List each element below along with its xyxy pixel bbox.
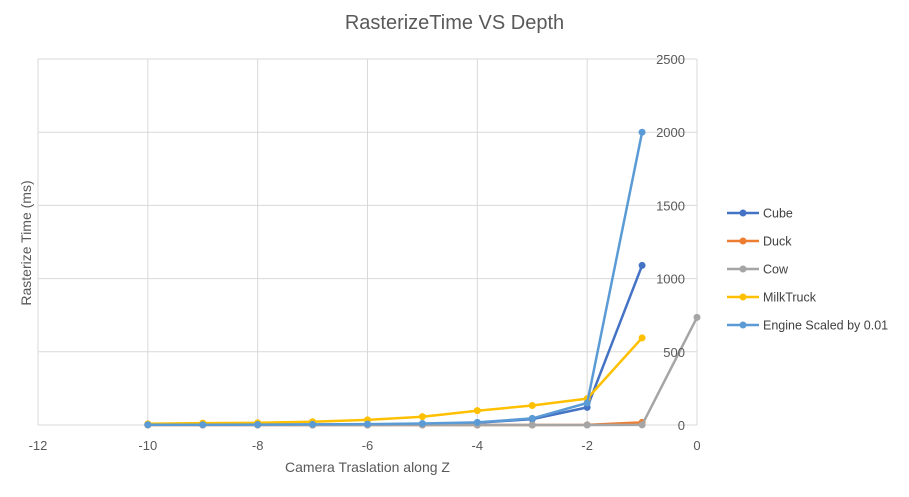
series-line (146, 130, 644, 426)
data-point (528, 402, 536, 410)
data-point (144, 421, 152, 429)
data-point (418, 420, 426, 428)
x-tick-label: -12 (29, 438, 48, 453)
y-tick-label: 1000 (656, 272, 685, 287)
x-tick-label: 0 (693, 438, 700, 453)
series-line (146, 336, 644, 426)
data-point (309, 420, 317, 428)
data-point (364, 420, 371, 428)
legend-item: MilkTruck (727, 291, 817, 305)
legend-label: MilkTruck (763, 291, 817, 305)
series-3 (144, 334, 646, 428)
x-tick-label: -6 (362, 438, 374, 453)
data-point (638, 334, 646, 342)
data-point (199, 421, 207, 429)
y-axis-title: Rasterize Time (ms) (18, 180, 34, 305)
series-4 (144, 128, 646, 429)
legend-label: Cow (763, 263, 789, 277)
y-tick-label: 1500 (656, 198, 685, 213)
axis-layer: -12 -10 -8 -6 -4 -2 00 500 1000 1500 2000 2500 (29, 52, 701, 453)
y-tick-label: 500 (663, 345, 685, 360)
series-0 (144, 261, 646, 429)
legend-item: Cow (727, 263, 789, 277)
legend: Cube Duck Cow MilkTruck Engine Scaled by 0.0… (727, 207, 888, 333)
x-tick-label: -10 (138, 438, 157, 453)
legend-swatch-marker (739, 209, 747, 217)
legend-swatch-marker (739, 293, 747, 301)
y-tick-label: 2500 (656, 52, 685, 67)
y-tick-label: 2000 (656, 125, 685, 140)
y-tick-label: 0 (678, 418, 685, 433)
grid-layer (37, 58, 698, 426)
data-point (638, 421, 646, 429)
legend-label: Engine Scaled by 0.01 (763, 319, 888, 333)
x-tick-label: -2 (581, 438, 593, 453)
data-point (693, 313, 701, 321)
chart-title: RasterizeTime VS Depth (344, 12, 565, 34)
data-point (418, 413, 426, 421)
data-point (473, 407, 481, 415)
data-point (638, 261, 646, 269)
legend-swatch-marker (739, 321, 747, 329)
legend-item: Engine Scaled by 0.01 (727, 319, 888, 333)
data-point (583, 421, 591, 429)
legend-swatch-marker (739, 237, 747, 245)
x-tick-label: -8 (252, 438, 264, 453)
x-axis-title: Camera Traslation along Z (285, 459, 450, 475)
legend-item: Cube (727, 207, 793, 221)
data-point (528, 421, 536, 429)
x-tick-label: -4 (472, 438, 484, 453)
legend-swatch-marker (739, 265, 747, 273)
data-point (528, 414, 536, 422)
legend-label: Duck (763, 235, 792, 249)
series-layer (144, 128, 701, 429)
data-point (473, 418, 481, 426)
legend-label: Cube (763, 207, 793, 221)
data-point (254, 421, 262, 429)
data-point (638, 128, 646, 136)
data-point (583, 399, 591, 407)
legend-item: Duck (727, 235, 792, 249)
